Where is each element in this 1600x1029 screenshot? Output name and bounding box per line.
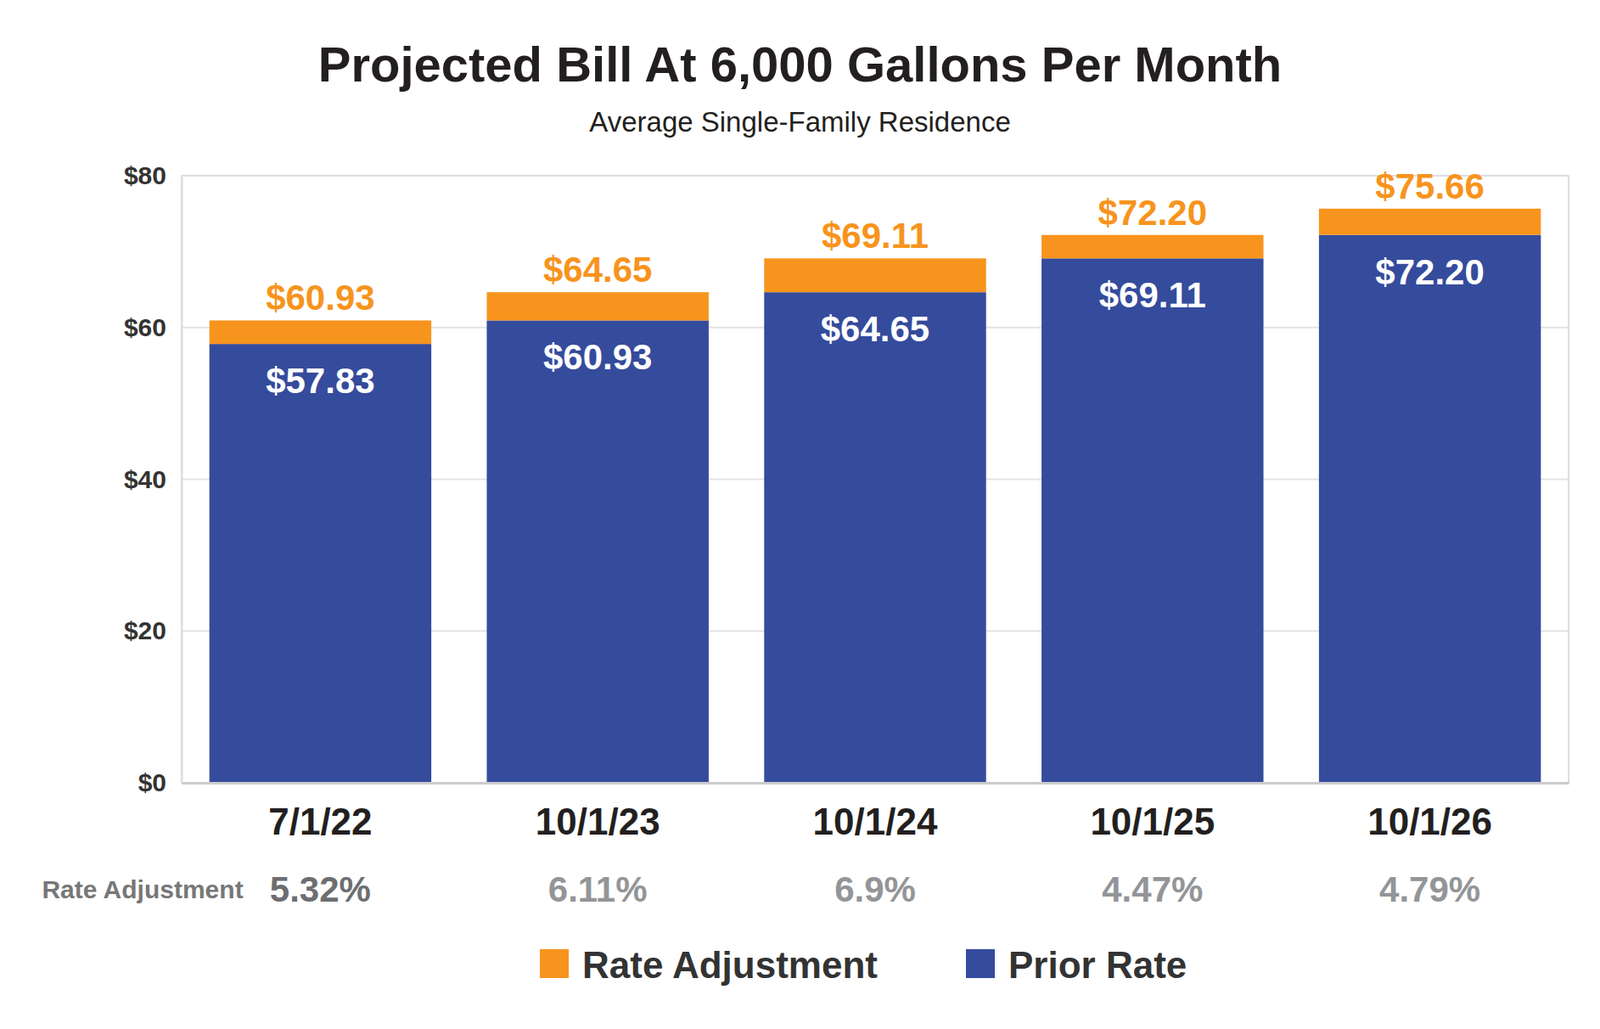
rate-adjustment-value: 4.79% [1379,869,1481,910]
bar [486,291,708,320]
bar [763,291,986,783]
bar [763,258,986,292]
bar [209,320,432,344]
y-tick: $40 [123,465,182,494]
x-tick-label: 10/1/24 [813,800,938,843]
total-label: $69.11 [821,215,929,256]
y-tick: $0 [138,768,182,797]
y-axis: $0 $20 $40 $60 $80 [123,161,183,797]
legend-label: Rate Adjustment [582,943,878,986]
x-tick: 10/1/24 [813,782,938,843]
x-axis-line [182,781,1570,785]
grid-line [181,781,1569,784]
data-label: $69.11 [1099,275,1207,315]
legend-swatch [965,948,995,978]
plot-frame [181,175,1569,783]
rate-adjustment-value: 6.9% [834,869,916,910]
y-axis-line [181,176,184,784]
x-tick-label: 7/1/22 [268,800,372,843]
rate-adjustment-value: 5.32% [269,869,371,910]
data-label: $57.83 [265,360,375,401]
bar [1319,235,1541,783]
y-tick: $60 [123,313,182,342]
title: Projected Bill At 6,000 Gallons Per Mont… [318,36,1283,92]
legend-label: Prior Rate [1008,943,1187,986]
y-tick: $80 [123,161,182,190]
total-label: $75.66 [1375,166,1484,207]
bar [1041,235,1264,259]
bar [209,343,432,783]
total-label: $72.20 [1098,192,1208,233]
data-label: $64.65 [820,308,930,349]
y-tick-label: $20 [123,616,167,645]
bars [209,208,1542,783]
legend-swatch [539,948,569,978]
y-tick-label: $40 [123,465,167,494]
bar [1041,258,1264,783]
data-labels: $57.83 $60.93 $64.65 $69.11 $72.20 [265,252,1485,401]
x-axis: 7/1/22 10/1/23 10/1/24 10/1/25 10/1/26 [182,782,1570,843]
data-label: $72.20 [1375,252,1484,292]
y-tick-label: $80 [123,161,167,190]
rate-adjustment-row: Rate Adjustment 5.32% 6.11% 6.9% 4.47% 4.79% [41,869,1481,910]
x-tick: 10/1/25 [1089,782,1215,843]
data-label: $60.93 [543,336,652,377]
rate-adjustment-title: Rate Adjustment [41,875,243,904]
total-label: $60.93 [265,277,375,318]
bar [1319,208,1541,236]
x-tick: 10/1/26 [1367,782,1493,843]
x-tick-label: 10/1/26 [1367,800,1493,843]
subtitle: Average Single-Family Residence [589,106,1011,138]
grid [181,175,1569,783]
x-tick-label: 10/1/25 [1089,800,1215,843]
total-labels: $60.93 $64.65 $69.11 $72.20 $75.66 [265,166,1485,319]
y-tick-label: $60 [123,313,167,342]
y-tick: $20 [123,616,182,645]
x-tick-label: 10/1/23 [535,800,661,843]
bar [486,320,708,783]
y-tick-label: $0 [138,768,167,797]
rate-adjustment-value: 6.11% [548,869,648,910]
total-label: $64.65 [543,249,652,290]
x-tick: 10/1/23 [535,782,661,843]
chart: Projected Bill At 6,000 Gallons Per Mont… [0,0,1600,1029]
x-tick: 7/1/22 [268,782,372,843]
legend: Rate Adjustment Prior Rate [539,943,1187,986]
rate-adjustment-value: 4.47% [1101,869,1203,910]
